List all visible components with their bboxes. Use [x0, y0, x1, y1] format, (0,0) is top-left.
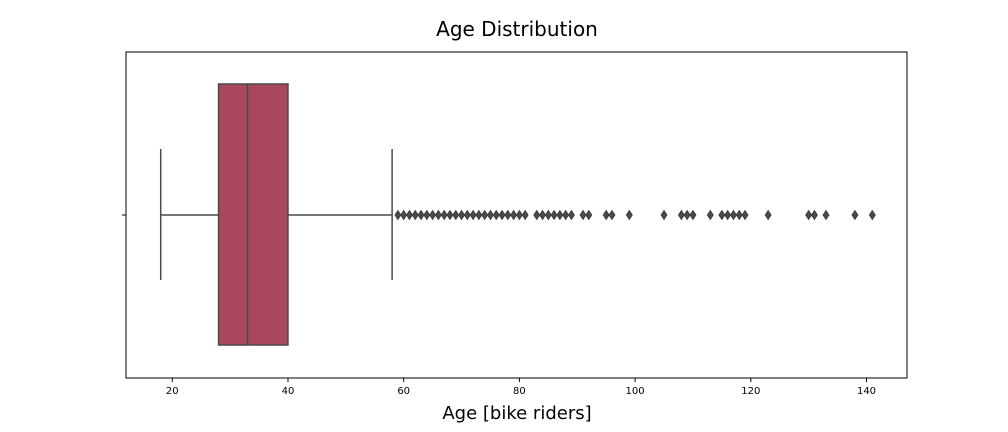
- outlier-point: [851, 209, 859, 221]
- x-tick-label: 100: [626, 386, 645, 397]
- outlier-point: [504, 209, 512, 221]
- outlier-point: [405, 209, 413, 221]
- x-tick-label: 120: [741, 386, 760, 397]
- outlier-point: [625, 209, 633, 221]
- outlier-point: [452, 209, 460, 221]
- outlier-point: [440, 209, 448, 221]
- outlier-point: [706, 209, 714, 221]
- outlier-point: [400, 209, 408, 221]
- iqr-box: [217, 83, 289, 346]
- outlier-point: [498, 209, 506, 221]
- outlier-point: [515, 209, 523, 221]
- outlier-point: [510, 209, 518, 221]
- outlier-point: [805, 209, 813, 221]
- outlier-point: [677, 209, 685, 221]
- outlier-point: [533, 209, 541, 221]
- outlier-point: [429, 209, 437, 221]
- outlier-point: [683, 209, 691, 221]
- outlier-point: [486, 209, 494, 221]
- outlier-point: [544, 209, 552, 221]
- outlier-point: [585, 209, 593, 221]
- outlier-point: [689, 209, 697, 221]
- outlier-point: [481, 209, 489, 221]
- outlier-point: [562, 209, 570, 221]
- outlier-point: [868, 209, 876, 221]
- outlier-point: [608, 209, 616, 221]
- outlier-point: [660, 209, 668, 221]
- outlier-point: [729, 209, 737, 221]
- outlier-point: [458, 209, 466, 221]
- x-tick-label: 80: [513, 386, 526, 397]
- outlier-point: [446, 209, 454, 221]
- outlier-point: [741, 209, 749, 221]
- outlier-point: [810, 209, 818, 221]
- outlier-point: [579, 209, 587, 221]
- outlier-point: [556, 209, 564, 221]
- outlier-point: [764, 209, 772, 221]
- x-tick-label: 20: [166, 386, 179, 397]
- outlier-point: [394, 209, 402, 221]
- outlier-point: [718, 209, 726, 221]
- outlier-point: [417, 209, 425, 221]
- outlier-point: [469, 209, 477, 221]
- outlier-point: [602, 209, 610, 221]
- x-axis-ticks: 20 40 60 80 100 120 140: [166, 378, 876, 397]
- outlier-point: [492, 209, 500, 221]
- chart-title: Age Distribution: [436, 17, 598, 41]
- outlier-point: [567, 209, 575, 221]
- x-tick-label: 40: [282, 386, 295, 397]
- box-group: [159, 83, 393, 346]
- outlier-points: [394, 209, 876, 221]
- x-axis-label: Age [bike riders]: [442, 403, 591, 424]
- outlier-point: [423, 209, 431, 221]
- outlier-point: [475, 209, 483, 221]
- outlier-point: [411, 209, 419, 221]
- outlier-point: [822, 209, 830, 221]
- x-tick-label: 140: [857, 386, 876, 397]
- x-tick-label: 60: [397, 386, 410, 397]
- outlier-point: [434, 209, 442, 221]
- outlier-point: [463, 209, 471, 221]
- outlier-point: [724, 209, 732, 221]
- outlier-point: [550, 209, 558, 221]
- outlier-point: [521, 209, 529, 221]
- outlier-point: [735, 209, 743, 221]
- outlier-point: [539, 209, 547, 221]
